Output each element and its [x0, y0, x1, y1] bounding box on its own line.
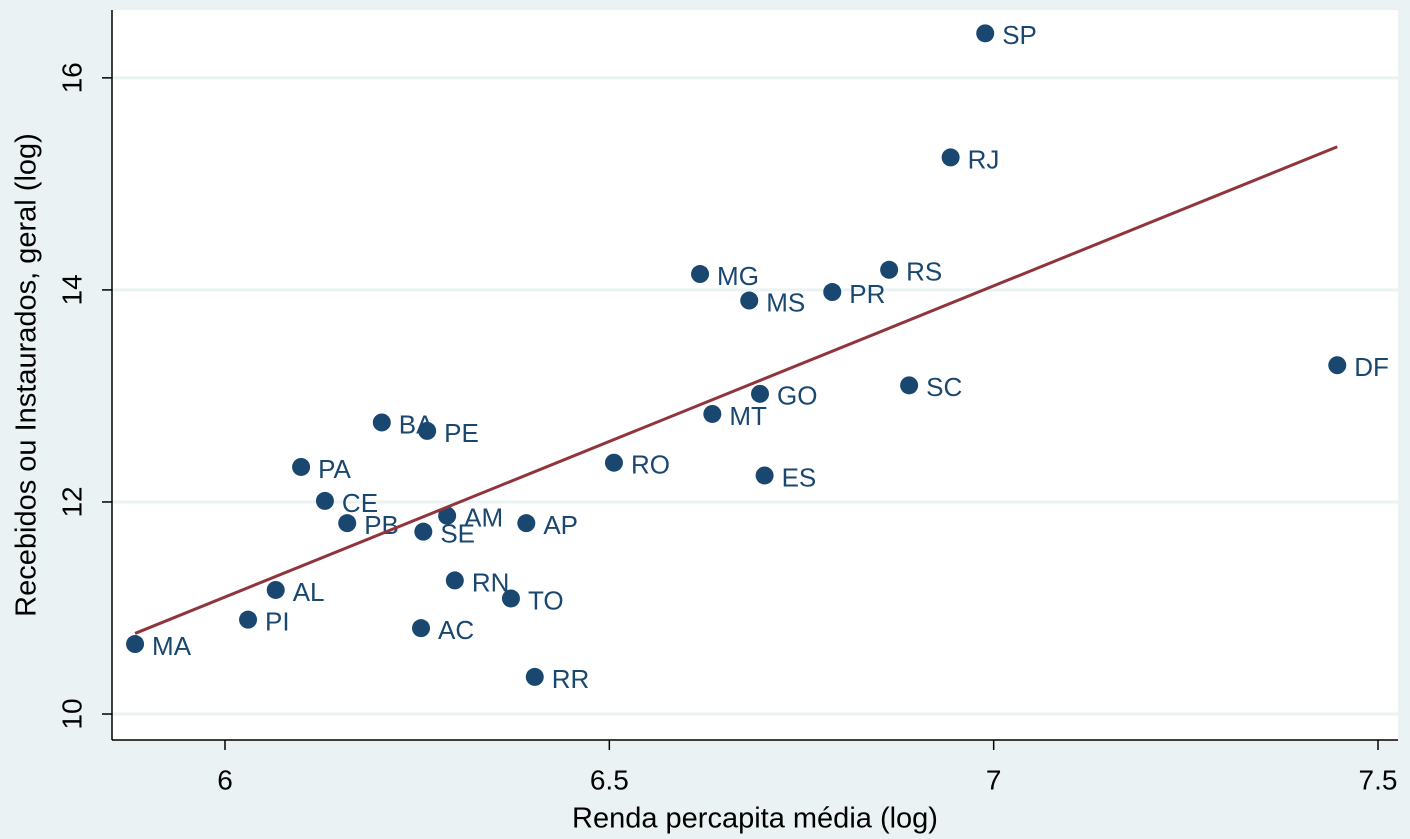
point	[292, 457, 311, 476]
point	[900, 376, 919, 395]
point	[338, 514, 357, 533]
x-axis-title: Renda percapita média (log)	[572, 803, 938, 835]
point-label: RJ	[968, 144, 1000, 174]
y-axis-title: Recebidos ou Instaurados, geral (log)	[11, 133, 43, 617]
point	[418, 421, 437, 440]
point-label: ES	[782, 462, 817, 492]
point-label: RO	[631, 450, 670, 480]
point-label: AC	[438, 615, 474, 645]
point-label: MA	[152, 631, 192, 661]
y-tick-label: 16	[56, 62, 87, 93]
point	[1328, 356, 1347, 375]
point	[266, 580, 285, 599]
point	[501, 589, 520, 608]
x-tick-label: 6.5	[590, 764, 629, 795]
point	[755, 466, 774, 485]
x-tick-label: 7.5	[1359, 764, 1398, 795]
point	[525, 667, 544, 686]
point-label: PA	[318, 454, 351, 484]
fit-line	[134, 145, 1338, 635]
point	[740, 291, 759, 310]
point	[750, 384, 769, 403]
point-label: SP	[1002, 20, 1037, 50]
point	[941, 148, 960, 167]
point-label: MG	[717, 261, 759, 291]
point	[239, 610, 258, 629]
point-label: SC	[926, 372, 962, 402]
point	[438, 506, 457, 525]
point	[414, 522, 433, 541]
point	[703, 404, 722, 423]
point	[517, 514, 536, 533]
point-label: CE	[342, 488, 378, 518]
point-label: AL	[293, 577, 325, 607]
point-label: MT	[729, 401, 767, 431]
point-label: SE	[440, 519, 475, 549]
point-label: DF	[1354, 352, 1389, 382]
y-tick-label: 10	[56, 698, 87, 729]
point	[412, 619, 431, 638]
point-label: RR	[552, 664, 590, 694]
point	[372, 413, 391, 432]
plot-area	[112, 10, 1398, 740]
point-label: PR	[849, 279, 885, 309]
point	[823, 283, 842, 302]
point-label: PI	[265, 607, 290, 637]
point	[976, 24, 995, 43]
point-label: PE	[444, 418, 479, 448]
y-tick-label: 12	[56, 486, 87, 517]
point	[880, 260, 899, 279]
x-tick-label: 6	[217, 764, 233, 795]
point-label: AP	[543, 510, 578, 540]
point	[126, 635, 145, 654]
point	[445, 571, 464, 590]
point-label: PB	[364, 510, 399, 540]
point	[691, 265, 710, 284]
point-label: TO	[528, 585, 564, 615]
y-tick-label: 14	[56, 274, 87, 305]
x-tick-label: 7	[986, 764, 1002, 795]
point-label: AM	[464, 503, 503, 533]
point	[604, 453, 623, 472]
point-label: RS	[906, 257, 942, 287]
point-label: RN	[472, 567, 510, 597]
point	[315, 491, 334, 510]
point-label: GO	[777, 381, 817, 411]
point-label: MS	[766, 287, 805, 317]
